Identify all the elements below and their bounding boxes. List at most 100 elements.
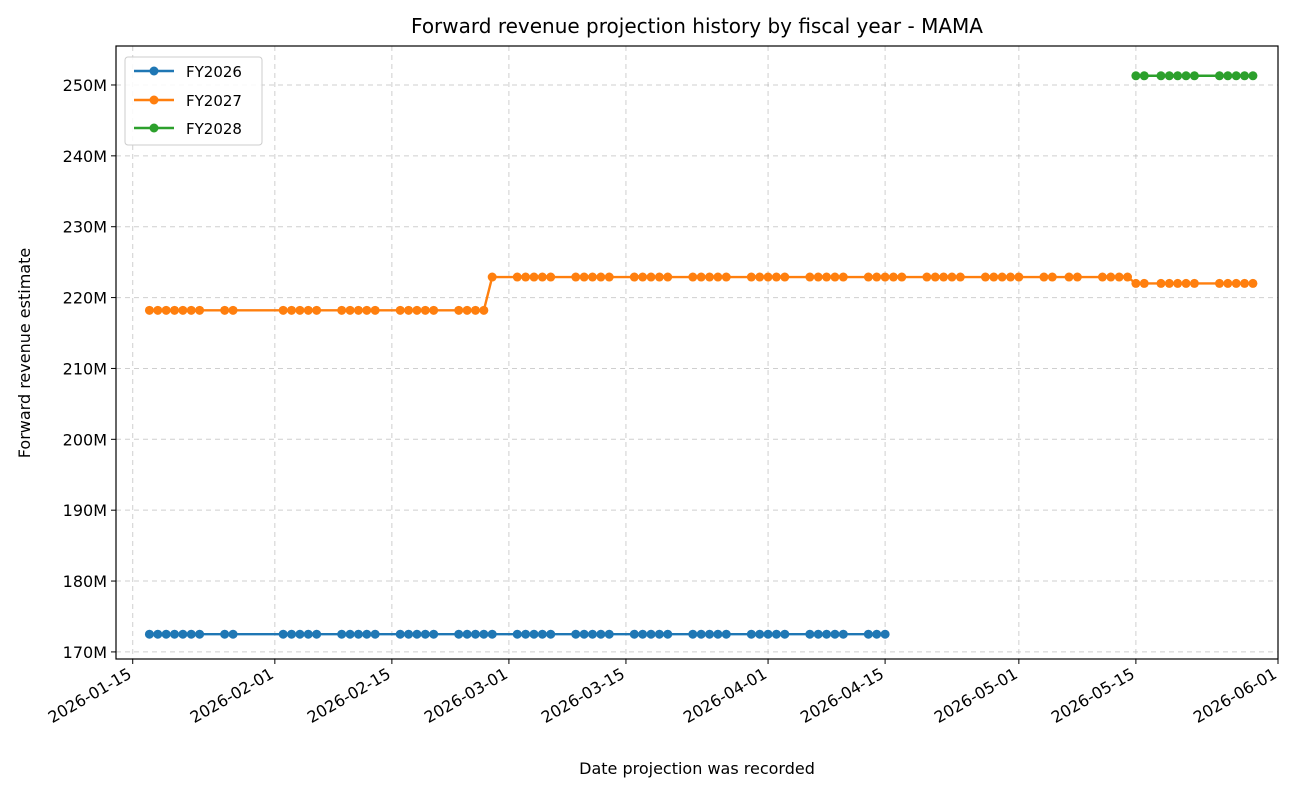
data-point-fy2026 (646, 629, 656, 639)
data-point-fy2026 (780, 629, 790, 639)
data-point-fy2026 (220, 629, 230, 639)
data-point-fy2026 (579, 629, 589, 639)
data-point-fy2027 (830, 272, 840, 282)
data-point-fy2026 (353, 629, 363, 639)
data-point-fy2027 (529, 272, 539, 282)
data-point-fy2026 (153, 629, 163, 639)
data-point-fy2026 (721, 629, 731, 639)
data-point-fy2027 (638, 272, 648, 282)
data-point-fy2027 (370, 305, 380, 315)
data-point-fy2027 (1164, 278, 1174, 288)
data-point-fy2027 (303, 305, 313, 315)
y-tick-label: 200M (63, 430, 107, 449)
data-point-fy2026 (872, 629, 882, 639)
y-tick-label: 210M (63, 359, 107, 378)
y-tick-label: 170M (63, 643, 107, 662)
data-point-fy2027 (521, 272, 531, 282)
data-point-fy2027 (579, 272, 589, 282)
data-point-fy2027 (1039, 272, 1049, 282)
data-point-fy2027 (930, 272, 940, 282)
data-point-fy2026 (412, 629, 422, 639)
data-point-fy2027 (588, 272, 597, 282)
data-point-fy2027 (922, 272, 932, 282)
data-point-fy2026 (596, 629, 606, 639)
data-point-fy2027 (989, 272, 999, 282)
data-point-fy2026 (479, 629, 489, 639)
data-point-fy2027 (462, 305, 472, 315)
y-tick-label: 250M (63, 76, 107, 95)
legend: FY2026 FY2027 FY2028 (124, 56, 263, 146)
data-point-fy2028 (1164, 71, 1174, 81)
chart-title: Forward revenue projection history by fi… (411, 14, 983, 38)
data-point-fy2026 (420, 629, 430, 639)
data-point-fy2026 (170, 629, 180, 639)
data-point-fy2026 (629, 629, 639, 639)
data-point-fy2027 (1097, 272, 1107, 282)
legend-entry-fy2028: FY2028 (134, 120, 242, 138)
data-point-fy2027 (345, 305, 355, 315)
data-point-fy2027 (1014, 272, 1024, 282)
data-point-fy2027 (713, 272, 723, 282)
data-point-fy2027 (537, 272, 547, 282)
data-point-fy2027 (980, 272, 990, 282)
series-fy2027 (144, 272, 1258, 315)
y-axis-ticks: 170M 180M 190M 200M 210M 220M 230M 240M 250M (63, 76, 116, 662)
data-point-fy2026 (863, 629, 873, 639)
data-point-fy2027 (1181, 278, 1191, 288)
data-point-fy2026 (880, 629, 890, 639)
data-point-fy2027 (939, 272, 949, 282)
data-point-fy2026 (838, 629, 848, 639)
data-point-fy2027 (755, 272, 765, 282)
data-point-fy2026 (654, 629, 664, 639)
data-point-fy2027 (487, 272, 497, 282)
legend-marker-fy2026 (149, 66, 159, 76)
data-point-fy2027 (1240, 278, 1250, 288)
data-point-fy2027 (454, 305, 464, 315)
data-point-fy2027 (1156, 278, 1166, 288)
data-point-fy2027 (412, 305, 422, 315)
data-point-fy2026 (278, 629, 288, 639)
data-point-fy2026 (161, 629, 171, 639)
data-point-fy2027 (228, 305, 238, 315)
x-axis-label: Date projection was recorded (579, 759, 815, 778)
data-point-fy2027 (153, 305, 163, 315)
data-point-fy2027 (1139, 278, 1149, 288)
data-point-fy2026 (763, 629, 773, 639)
y-axis-label: Forward revenue estimate (15, 248, 34, 458)
data-point-fy2027 (1173, 278, 1183, 288)
legend-label-fy2028: FY2028 (186, 120, 242, 138)
data-point-fy2026 (337, 629, 347, 639)
data-point-fy2026 (713, 629, 723, 639)
data-point-fy2026 (746, 629, 756, 639)
data-point-fy2026 (303, 629, 313, 639)
data-point-fy2026 (546, 629, 556, 639)
data-point-fy2026 (295, 629, 305, 639)
data-point-fy2027 (362, 305, 372, 315)
data-point-fy2026 (688, 629, 698, 639)
data-point-fy2027 (805, 272, 815, 282)
data-point-fy2026 (287, 629, 297, 639)
data-point-fy2027 (1189, 278, 1199, 288)
data-point-fy2027 (746, 272, 756, 282)
data-point-fy2027 (705, 272, 715, 282)
legend-marker-fy2027 (149, 95, 159, 105)
data-point-fy2027 (312, 305, 322, 315)
data-point-fy2027 (888, 272, 898, 282)
data-point-fy2027 (629, 272, 639, 282)
data-point-fy2027 (470, 305, 480, 315)
data-point-fy2027 (287, 305, 297, 315)
data-point-fy2027 (663, 272, 673, 282)
data-point-fy2026 (487, 629, 497, 639)
data-point-fy2026 (822, 629, 832, 639)
data-point-fy2027 (295, 305, 305, 315)
data-point-fy2027 (546, 272, 556, 282)
data-point-fy2026 (362, 629, 372, 639)
data-point-fy2026 (755, 629, 765, 639)
data-point-fy2027 (1123, 272, 1133, 282)
legend-marker-fy2028 (149, 123, 159, 133)
data-point-fy2027 (721, 272, 731, 282)
data-point-fy2027 (780, 272, 790, 282)
data-point-fy2026 (705, 629, 715, 639)
data-point-fy2027 (838, 272, 848, 282)
